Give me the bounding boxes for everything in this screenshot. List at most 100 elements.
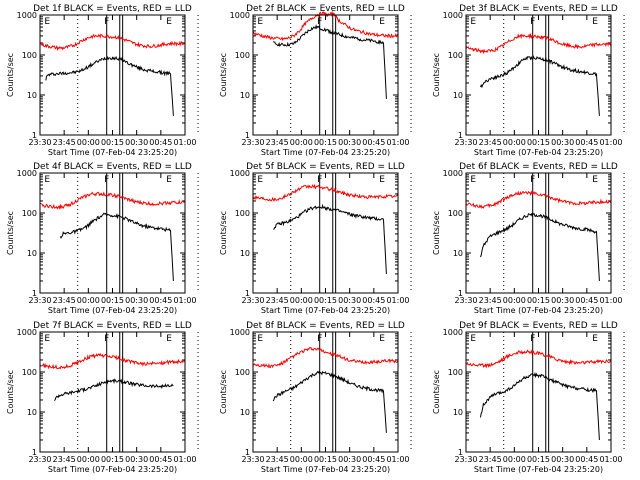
y-tick-label: 1	[458, 289, 463, 298]
lld-series-line	[252, 346, 399, 369]
x-tick-label: 00:30	[551, 296, 574, 305]
y-tick-label: 100	[448, 209, 463, 218]
y-tick-label: 10	[453, 91, 463, 100]
x-tick-label: 00:45	[362, 296, 385, 305]
marker-label: E	[44, 334, 50, 344]
chart-panel-5: Det 5f BLACK = Events, RED = LLD Counts/s…	[219, 162, 412, 315]
x-tick-label: 23:45	[53, 296, 76, 305]
y-tick-label: 10	[240, 91, 250, 100]
chart-panel-8: Det 8f BLACK = Events, RED = LLD Counts/s…	[219, 321, 412, 474]
marker-label: E	[166, 334, 172, 344]
y-tick-label: 10	[240, 249, 250, 258]
x-axis-label: Start Time (07-Feb-04 23:25:20)	[474, 306, 603, 315]
marker-label: E	[379, 17, 385, 27]
y-tick-label: 10	[27, 408, 37, 417]
marker-label: E	[592, 334, 598, 344]
y-tick-label: 1	[245, 448, 250, 457]
x-tick-label: 00:15	[314, 455, 337, 464]
y-tick-label: 1	[32, 131, 37, 140]
x-tick-label: 23:30	[241, 455, 264, 464]
x-tick-label: 00:00	[77, 455, 100, 464]
lld-series-line	[39, 352, 186, 370]
marker-label: E	[166, 175, 172, 185]
chart-title: Det 3f BLACK = Events, RED = LLD	[459, 4, 618, 14]
y-tick-label: 1000	[230, 328, 250, 337]
lld-series-line	[40, 191, 186, 210]
lld-series-line	[39, 33, 186, 52]
x-tick-label: 23:45	[479, 138, 502, 147]
x-tick-label: 00:30	[338, 455, 361, 464]
marker-label: E	[166, 17, 172, 27]
events-series-line	[480, 212, 600, 282]
plot-frame	[252, 14, 399, 136]
events-series-line	[45, 55, 174, 116]
x-tick-label: 23:30	[241, 138, 264, 147]
x-tick-label: 00:15	[314, 296, 337, 305]
plot-frame	[465, 172, 612, 294]
x-tick-label: 00:30	[551, 455, 574, 464]
x-tick-label: 00:15	[527, 455, 550, 464]
chart-panel-1: Det 1f BLACK = Events, RED = LLD Counts/s…	[6, 4, 199, 157]
chart-panel-3: Det 3f BLACK = Events, RED = LLD Counts/s…	[432, 4, 625, 157]
x-tick-label: 23:45	[53, 138, 76, 147]
x-axis-label: Start Time (07-Feb-04 23:25:20)	[261, 465, 390, 474]
y-tick-label: 100	[22, 209, 37, 218]
marker-label: E	[257, 17, 263, 27]
y-tick-label: 10	[27, 249, 37, 258]
y-tick-label: 1000	[443, 11, 463, 20]
x-tick-label: 01:00	[599, 455, 622, 464]
x-tick-label: 01:00	[599, 138, 622, 147]
y-tick-label: 1	[458, 131, 463, 140]
plot-frame	[39, 14, 186, 136]
y-tick-label: 1000	[230, 169, 250, 178]
y-tick-label: 1000	[17, 328, 37, 337]
plot-frame	[39, 172, 186, 294]
chart-title: Det 5f BLACK = Events, RED = LLD	[246, 162, 405, 172]
x-tick-label: 23:45	[266, 138, 289, 147]
x-tick-label: 00:45	[149, 138, 172, 147]
events-series-line	[480, 371, 600, 441]
y-tick-label: 10	[453, 408, 463, 417]
plot-frame	[39, 331, 186, 453]
x-tick-label: 00:15	[527, 138, 550, 147]
marker-label: E	[470, 334, 476, 344]
lld-series-line	[465, 32, 612, 55]
x-tick-label: 00:00	[503, 296, 526, 305]
x-tick-label: 01:00	[173, 138, 196, 147]
x-tick-label: 00:15	[527, 296, 550, 305]
x-tick-label: 00:45	[362, 138, 385, 147]
x-axis-label: Start Time (07-Feb-04 23:25:20)	[474, 465, 603, 474]
chart-panel-4: Det 4f BLACK = Events, RED = LLD Counts/s…	[6, 162, 199, 315]
plot-frame	[465, 14, 612, 136]
events-series-line	[480, 54, 600, 116]
y-tick-label: 1000	[230, 11, 250, 20]
y-axis-label: Counts/sec	[6, 370, 15, 414]
marker-label: E	[257, 175, 263, 185]
y-tick-label: 100	[22, 368, 37, 377]
x-tick-label: 00:00	[290, 138, 313, 147]
events-series-line	[273, 24, 387, 99]
y-tick-label: 100	[22, 51, 37, 60]
x-axis-label: Start Time (07-Feb-04 23:25:20)	[261, 148, 390, 157]
x-tick-label: 01:00	[173, 455, 196, 464]
y-axis-label: Counts/sec	[432, 53, 441, 97]
x-tick-label: 00:30	[338, 296, 361, 305]
x-tick-label: 01:00	[173, 296, 196, 305]
marker-label: F	[104, 17, 109, 27]
chart-title: Det 8f BLACK = Events, RED = LLD	[246, 321, 405, 331]
marker-label: F	[104, 175, 109, 185]
y-tick-label: 100	[235, 368, 250, 377]
marker-label: F	[530, 17, 535, 27]
events-series-line	[272, 370, 387, 433]
x-axis-label: Start Time (07-Feb-04 23:25:20)	[48, 148, 177, 157]
marker-label: F	[530, 175, 535, 185]
y-tick-label: 1	[32, 448, 37, 457]
y-tick-label: 100	[448, 368, 463, 377]
y-tick-label: 10	[453, 249, 463, 258]
events-series-line	[59, 212, 174, 282]
chart-panel-9: Det 9f BLACK = Events, RED = LLD Counts/s…	[432, 321, 625, 474]
events-series-line	[273, 203, 387, 274]
x-tick-label: 23:30	[28, 296, 51, 305]
x-tick-label: 01:00	[386, 138, 409, 147]
y-tick-label: 1000	[17, 11, 37, 20]
